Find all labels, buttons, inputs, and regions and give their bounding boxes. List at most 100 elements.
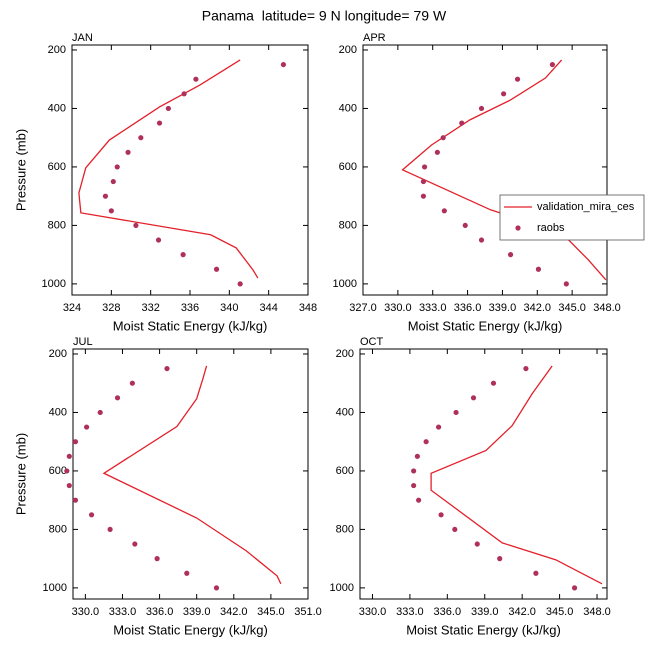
x-tick-label: 339.0 — [183, 606, 211, 618]
raob-point — [571, 585, 578, 591]
raob-point — [423, 439, 429, 445]
x-tick-label: 345.0 — [558, 302, 586, 314]
x-tick-label: 342.0 — [508, 606, 536, 618]
raob-point — [193, 76, 199, 82]
x-tick-label: 339.0 — [489, 302, 517, 314]
legend-box — [499, 194, 645, 241]
profile-line — [102, 365, 282, 585]
x-tick-label: 336.0 — [146, 606, 174, 618]
panel-title: JAN — [72, 32, 93, 44]
raob-point — [514, 76, 521, 82]
plot-frame — [359, 348, 608, 600]
y-axis-label: Pressure (mb) — [13, 129, 28, 211]
x-axis-label: Moist Static Energy (kJ/kg) — [113, 318, 268, 333]
raob-point — [107, 526, 113, 533]
plot-frame — [362, 44, 608, 296]
x-tick-label: 332 — [141, 302, 159, 314]
raob-point — [478, 105, 485, 112]
x-tick-label: 330.0 — [72, 606, 100, 618]
raob-point — [420, 178, 427, 185]
x-tick-label: 336 — [181, 302, 199, 314]
x-tick-label: 333.0 — [396, 606, 424, 618]
panel-title: APR — [363, 32, 386, 44]
raob-point — [84, 424, 90, 430]
legend-label: validation_mira_ces — [537, 201, 635, 213]
figure-title: Panama latitude= 9 N longitude= 79 W — [202, 8, 447, 24]
raob-point — [133, 222, 139, 229]
x-tick-label: 348 — [299, 302, 317, 314]
x-tick-label: 333.0 — [419, 302, 447, 314]
x-axis-label: Moist Static Energy (kJ/kg) — [113, 622, 268, 637]
y-tick-label: 200 — [339, 44, 357, 56]
raob-point — [132, 541, 138, 547]
x-tick-label: 342.0 — [220, 606, 248, 618]
raob-point — [64, 468, 70, 474]
x-tick-label: 324 — [63, 302, 81, 314]
raob-point — [184, 570, 190, 576]
y-tick-label: 800 — [49, 523, 67, 535]
panel: APR 327.0 330.0 333.0 336.0 339.0 342.0 345.0 34… — [333, 32, 645, 333]
raob-point — [114, 164, 120, 170]
raob-point — [237, 281, 243, 287]
y-tick-label: 200 — [49, 348, 67, 360]
raob-point — [478, 237, 485, 243]
raob-point — [474, 541, 480, 547]
y-tick-label: 1000 — [333, 278, 357, 290]
raob-point — [411, 482, 417, 489]
raob-point — [129, 380, 135, 386]
x-tick-label: 351.0 — [294, 606, 322, 618]
profile-line — [430, 365, 603, 585]
raob-point — [490, 380, 497, 386]
panel: OCT 330.0 333.0 336.0 339.0 342.0 345.0 348.0 20… — [330, 336, 611, 638]
raob-point — [213, 585, 220, 591]
raob-point — [154, 556, 160, 562]
raob-point — [125, 149, 131, 155]
raob-point — [535, 266, 542, 272]
raob-point — [181, 91, 187, 97]
raob-point — [421, 164, 428, 170]
x-tick-label: 348.0 — [583, 606, 611, 618]
x-tick-label: 339.0 — [471, 606, 499, 618]
x-tick-label: 330.0 — [359, 606, 387, 618]
raob-point — [164, 365, 170, 372]
y-tick-label: 800 — [339, 219, 357, 231]
raob-point — [452, 526, 458, 533]
plot-frame — [72, 348, 309, 600]
profile-line — [78, 59, 259, 279]
raob-point — [497, 556, 503, 562]
raob-point — [156, 120, 163, 126]
panel-title: OCT — [360, 336, 384, 348]
raob-point — [213, 266, 220, 272]
raob-point — [453, 409, 459, 416]
raob-point — [420, 193, 427, 199]
y-tick-label: 800 — [336, 523, 354, 535]
x-tick-label: 336.0 — [434, 606, 462, 618]
y-tick-label: 1000 — [330, 582, 354, 594]
x-tick-label: 345.0 — [257, 606, 285, 618]
x-tick-label: 333.0 — [109, 606, 137, 618]
raob-point — [114, 395, 121, 401]
raob-point — [414, 453, 420, 459]
raob-point — [72, 497, 79, 503]
y-tick-label: 1000 — [43, 582, 67, 594]
raob-point — [416, 497, 422, 503]
y-tick-label: 400 — [339, 102, 357, 114]
legend-label: raobs — [537, 222, 565, 234]
raob-point — [459, 120, 465, 126]
y-tick-label: 200 — [48, 44, 66, 56]
y-tick-label: 1000 — [42, 278, 66, 290]
raob-point — [411, 468, 417, 474]
raob-point — [138, 135, 144, 141]
y-tick-label: 400 — [336, 406, 354, 418]
legend-marker — [515, 225, 521, 231]
y-tick-label: 800 — [48, 219, 66, 231]
raob-point — [435, 424, 442, 430]
raob-point — [462, 222, 468, 229]
raob-point — [66, 453, 72, 459]
x-tick-label: 340 — [220, 302, 238, 314]
raob-point — [440, 135, 446, 141]
y-tick-label: 600 — [339, 161, 357, 173]
x-tick-label: 348.0 — [593, 302, 621, 314]
x-tick-label: 330.0 — [384, 302, 412, 314]
